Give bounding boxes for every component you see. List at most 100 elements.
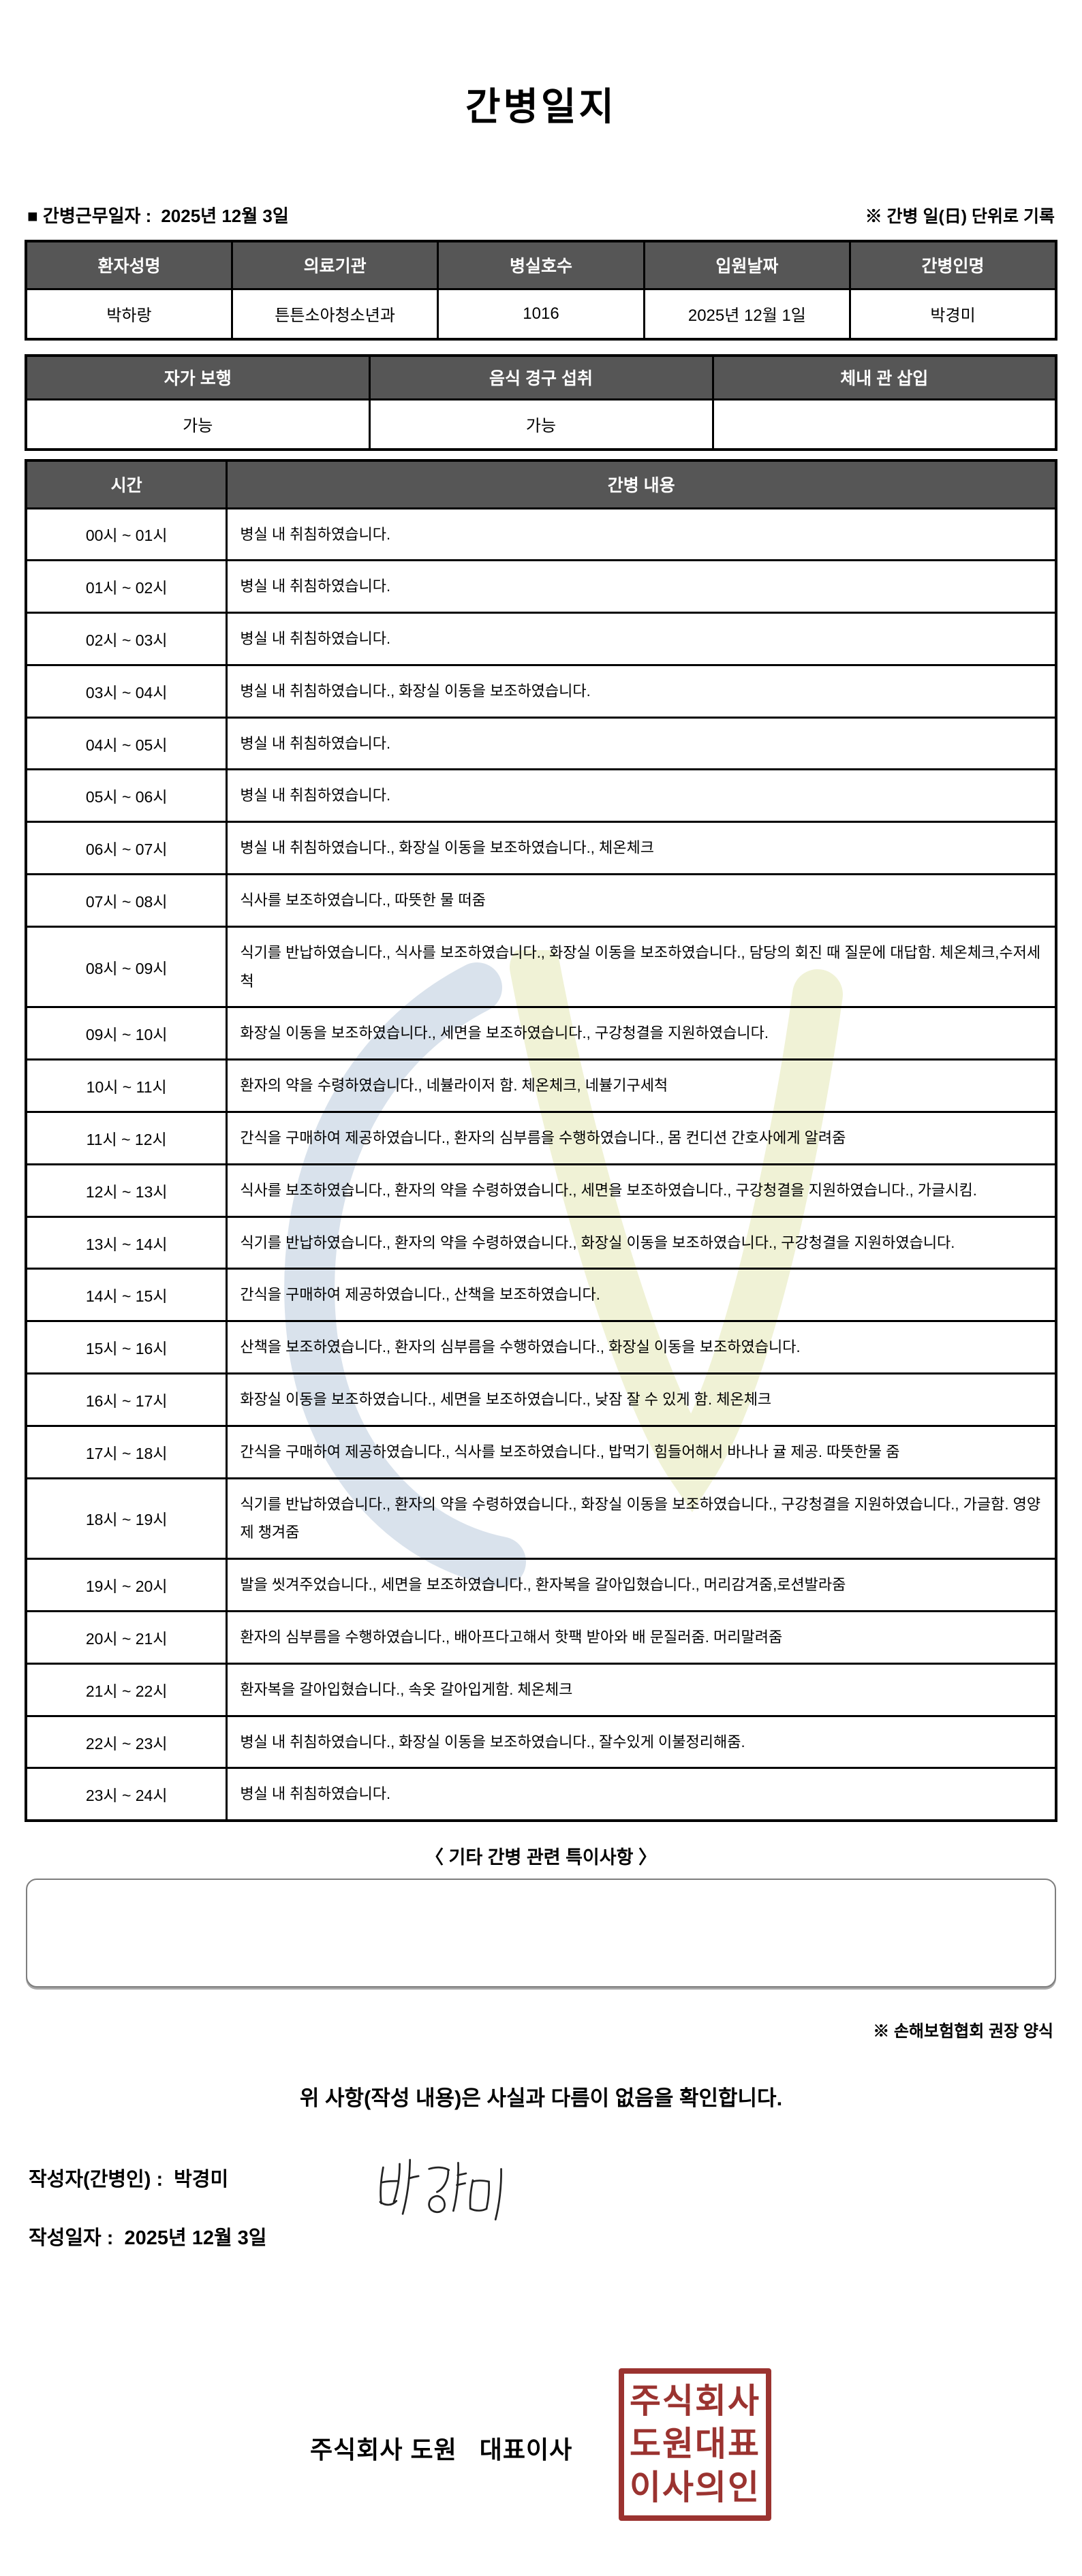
log-time-cell: 18시 ~ 19시 [25,1477,228,1560]
log-time-cell: 08시 ~ 09시 [25,925,228,1009]
notes-box [26,1879,1056,1988]
date-value: 2025년 12월 3일 [124,2227,267,2250]
log-time-cell: 22시 ~ 23시 [25,1714,228,1770]
corporate-seal-stamp: 주식회사 도원대표 이사의인 [619,2368,771,2521]
patient-value-row: 박하랑 튼튼소아청소년과 1016 2025년 12월 1일 박경미 [25,287,1057,341]
log-content-cell: 발을 씻겨주었습니다., 세면을 보조하였습니다., 환자복을 갈아입혔습니다.… [226,1558,1057,1613]
company-and-ceo-line: 주식회사 도원 대표이사 [310,2436,573,2464]
log-time-cell: 14시 ~ 15시 [25,1268,228,1323]
log-content-cell: 병실 내 취침하였습니다. [226,559,1057,614]
log-time-cell: 03시 ~ 04시 [25,663,228,719]
patient-header-row: 환자성명 의료기관 병실호수 입원날짜 간병인명 [25,240,1057,290]
log-content-cell: 병실 내 취침하였습니다., 화장실 이동을 보조하였습니다., 잘수있게 이불… [226,1714,1057,1770]
seal-text-line: 이사의인 [630,2468,760,2507]
log-time-cell: 21시 ~ 22시 [25,1662,228,1717]
log-time-cell: 10시 ~ 11시 [25,1058,228,1114]
log-row: 07시 ~ 08시 식사를 보조하였습니다., 따뜻한 물 떠줌 [25,873,1057,928]
log-time-cell: 15시 ~ 16시 [25,1320,228,1375]
care-log-table: 시간 간병 내용 00시 ~ 01시 병실 내 취침하였습니다. 01시 ~ 02시… [25,459,1057,1823]
log-row: 13시 ~ 14시 식기를 반납하였습니다., 환자의 약을 수령하였습니다., … [25,1215,1057,1270]
meta-row: ■ 간병근무일자 : 2025년 12월 3일 ※ 간병 일(日) 단위로 기록 [27,202,1055,227]
log-row: 06시 ~ 07시 병실 내 취침하였습니다., 화장실 이동을 보조하였습니다.… [25,821,1057,876]
patient-info-table: 환자성명 의료기관 병실호수 입원날짜 간병인명 박하랑 튼튼소아청소년과 1016 2025… [25,240,1057,341]
log-row: 14시 ~ 15시 간식을 구매하여 제공하였습니다., 산책을 보조하였습니다. [25,1268,1057,1323]
log-content-cell: 환자복을 갈아입혔습니다., 속옷 갈아입게함. 체온체크 [226,1662,1057,1717]
work-date-value: 2025년 12월 3일 [161,206,289,226]
log-content-cell: 간식을 구매하여 제공하였습니다., 산책을 보조하였습니다. [226,1268,1057,1323]
log-row: 01시 ~ 02시 병실 내 취침하였습니다. [25,559,1057,614]
patient-value-cell: 박경미 [849,287,1057,341]
log-time-cell: 00시 ~ 01시 [25,507,228,562]
date-label: 작성일자 : [29,2227,114,2250]
log-time-cell: 05시 ~ 06시 [25,768,228,823]
seal-text-line: 주식회사 [630,2381,760,2420]
log-row: 03시 ~ 04시 병실 내 취침하였습니다., 화장실 이동을 보조하였습니다. [25,663,1057,719]
log-content-cell: 식기를 반납하였습니다., 환자의 약을 수령하였습니다., 화장실 이동을 보… [226,1215,1057,1270]
patient-header-cell: 간병인명 [849,240,1057,290]
patient-value-cell: 박하랑 [25,287,233,341]
work-date-label: ■ 간병근무일자 : [27,206,152,226]
status-header-cell: 체내 관 삽입 [711,354,1057,400]
patient-value-cell: 2025년 12월 1일 [643,287,852,341]
log-row: 02시 ~ 03시 병실 내 취침하였습니다. [25,612,1057,666]
patient-value-cell: 튼튼소아청소년과 [230,287,439,341]
log-content-cell: 병실 내 취침하였습니다. [226,1767,1057,1822]
log-content-cell: 화장실 이동을 보조하였습니다., 세면을 보조하였습니다., 구강청결을 지원… [226,1006,1057,1061]
writer-name: 박경미 [174,2169,229,2191]
log-time-cell: 09시 ~ 10시 [25,1006,228,1061]
status-header-cell: 음식 경구 섭취 [368,354,714,400]
log-time-cell: 07시 ~ 08시 [25,873,228,928]
status-value-row: 가능 가능 [25,398,1057,451]
status-value-cell [711,398,1057,451]
spacer [0,341,1082,354]
patient-header-cell: 의료기관 [230,240,439,290]
log-row: 22시 ~ 23시 병실 내 취침하였습니다., 화장실 이동을 보조하였습니다.… [25,1714,1057,1770]
log-time-cell: 11시 ~ 12시 [25,1111,228,1165]
spacer [0,451,1082,459]
log-row: 00시 ~ 01시 병실 내 취침하였습니다. [25,507,1057,562]
patient-header-cell: 입원날짜 [643,240,852,290]
patient-header-cell: 병실호수 [437,240,645,290]
notes-title: 〈 기타 간병 관련 특이사항 〉 [425,1847,657,1868]
handwritten-signature [379,2158,502,2221]
log-row: 20시 ~ 21시 환자의 심부름을 수행하였습니다., 배아프다고해서 핫팩 받… [25,1610,1057,1665]
log-content-cell: 식사를 보조하였습니다., 따뜻한 물 떠줌 [226,873,1057,928]
log-content-cell: 식기를 반납하였습니다., 식사를 보조하였습니다., 화장실 이동을 보조하였… [226,925,1057,1009]
log-content-cell: 식기를 반납하였습니다., 환자의 약을 수령하였습니다., 화장실 이동을 보… [226,1477,1057,1560]
log-content-cell: 병실 내 취침하였습니다., 화장실 이동을 보조하였습니다. [226,663,1057,719]
log-content-cell: 병실 내 취침하였습니다. [226,612,1057,666]
log-row: 21시 ~ 22시 환자복을 갈아입혔습니다., 속옷 갈아입게함. 체온체크 [25,1662,1057,1717]
writer-label: 작성자(간병인) : [29,2169,164,2191]
form-standard-note: ※ 손해보험협회 권장 양식 [873,2022,1053,2041]
log-row: 16시 ~ 17시 화장실 이동을 보조하였습니다., 세면을 보조하였습니다.,… [25,1372,1057,1427]
log-header-row: 시간 간병 내용 [25,459,1057,509]
log-time-cell: 17시 ~ 18시 [25,1424,228,1479]
log-content-cell: 병실 내 취침하였습니다., 화장실 이동을 보조하였습니다., 체온체크 [226,821,1057,876]
log-content-cell: 산책을 보조하였습니다., 환자의 심부름을 수행하였습니다., 화장실 이동을… [226,1320,1057,1375]
writer-line: 작성자(간병인) : 박경미 [29,2158,1082,2221]
page-title: 간병일지 [465,85,617,128]
log-row: 12시 ~ 13시 식사를 보조하였습니다., 환자의 약을 수령하였습니다., … [25,1163,1057,1218]
log-row: 09시 ~ 10시 화장실 이동을 보조하였습니다., 세면을 보조하였습니다.,… [25,1006,1057,1061]
content-column-header: 간병 내용 [226,459,1057,509]
status-value-cell: 가능 [368,398,714,451]
work-date-line: ■ 간병근무일자 : 2025년 12월 3일 [27,202,289,227]
log-time-cell: 02시 ~ 03시 [25,612,228,666]
log-row: 08시 ~ 09시 식기를 반납하였습니다., 식사를 보조하였습니다., 화장실… [25,925,1057,1009]
log-time-cell: 04시 ~ 05시 [25,716,228,771]
log-content-cell: 간식을 구매하여 제공하였습니다., 식사를 보조하였습니다., 밥먹기 힘들어… [226,1424,1057,1479]
patient-header-cell: 환자성명 [25,240,233,290]
seal-text-line: 도원대표 [630,2425,760,2464]
status-header-cell: 자가 보행 [25,354,371,400]
log-time-cell: 06시 ~ 07시 [25,821,228,876]
log-content-cell: 간식을 구매하여 제공하였습니다., 환자의 심부름을 수행하였습니다., 몸 … [226,1111,1057,1165]
log-row: 23시 ~ 24시 병실 내 취침하였습니다. [25,1767,1057,1822]
log-row: 10시 ~ 11시 환자의 약을 수령하였습니다., 네뷸라이저 함. 체온체크,… [25,1058,1057,1114]
patient-status-table: 자가 보행 음식 경구 섭취 체내 관 삽입 가능 가능 [25,354,1057,451]
log-content-cell: 병실 내 취침하였습니다. [226,768,1057,823]
log-time-cell: 19시 ~ 20시 [25,1558,228,1613]
log-content-cell: 병실 내 취침하였습니다. [226,716,1057,771]
log-time-cell: 01시 ~ 02시 [25,559,228,614]
log-time-cell: 23시 ~ 24시 [25,1767,228,1822]
log-row: 17시 ~ 18시 간식을 구매하여 제공하였습니다., 식사를 보조하였습니다.… [25,1424,1057,1479]
